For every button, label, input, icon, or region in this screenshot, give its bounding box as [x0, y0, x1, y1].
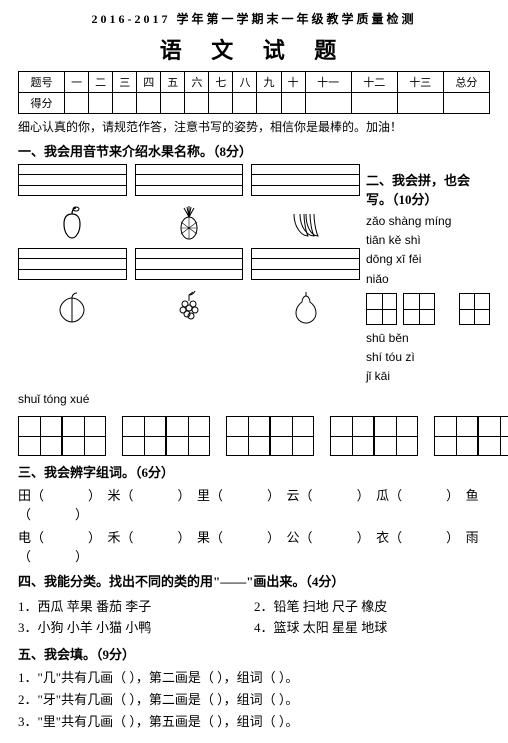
q4-item: 3．小狗 小羊 小猫 小鸭: [18, 617, 254, 636]
tianzi-box[interactable]: [18, 416, 62, 456]
apple-icon: [18, 200, 127, 244]
q2-pinyin-6: shí tóu zì: [366, 348, 490, 367]
q5-title: 五、我会填。（9分）: [18, 644, 490, 663]
score-cell[interactable]: [89, 93, 113, 114]
score-header: 二: [89, 72, 113, 93]
score-header: 九: [257, 72, 281, 93]
score-cell[interactable]: [113, 93, 137, 114]
score-header: 十三: [397, 72, 443, 93]
q5-line: 1．"几"共有几画（ ），第二画是（ ），组词（ ）。: [18, 667, 490, 686]
page-title: 语 文 试 题: [18, 33, 490, 65]
grape-icon: [135, 284, 244, 328]
score-header: 十二: [351, 72, 397, 93]
tianzi-box[interactable]: [330, 416, 374, 456]
score-header: 八: [233, 72, 257, 93]
hint-text: 细心认真的你，请规范作答，注意书写的姿势，相信你是最棒的。加油！: [18, 118, 490, 135]
q2-area: 二、我会拼，也会写。（10分） zǎo shàng míng tiān kě s…: [360, 164, 490, 386]
q2-title: 二、我会拼，也会写。（10分）: [366, 170, 490, 208]
syllable-box[interactable]: [135, 164, 244, 196]
syllable-box[interactable]: [251, 248, 360, 280]
q2-pinyin-1: zǎo shàng míng: [366, 212, 490, 231]
tianzi-box[interactable]: [62, 416, 106, 456]
tianzi-box[interactable]: [478, 416, 508, 456]
q4-item: 4．篮球 太阳 星星 地球: [254, 617, 490, 636]
tianzi-box[interactable]: [374, 416, 418, 456]
score-cell[interactable]: [65, 93, 89, 114]
score-cell[interactable]: [397, 93, 443, 114]
score-cell[interactable]: [257, 93, 281, 114]
tianzi-box[interactable]: [270, 416, 314, 456]
score-cell[interactable]: [351, 93, 397, 114]
q3-title: 三、我会辨字组词。（6分）: [18, 462, 490, 481]
score-header: 四: [137, 72, 161, 93]
score-cell[interactable]: [305, 93, 351, 114]
tianzi-box[interactable]: [403, 293, 434, 325]
syllable-box[interactable]: [251, 164, 360, 196]
score-header: 六: [185, 72, 209, 93]
q2-pinyin-3: dōng xī fēi: [366, 250, 490, 269]
score-header: 七: [209, 72, 233, 93]
q4-item: 2．铅笔 扫地 尺子 橡皮: [254, 596, 490, 615]
q2-pinyin-4: niǎo: [366, 270, 490, 289]
syllable-box[interactable]: [18, 248, 127, 280]
q2-pinyin-2: tiān kě shì: [366, 231, 490, 250]
tianzi-box[interactable]: [166, 416, 210, 456]
pineapple-icon: [135, 200, 244, 244]
q4-title: 四、我能分类。找出不同的类的用"——"画出来。（4分）: [18, 571, 490, 590]
syllable-box[interactable]: [135, 248, 244, 280]
banana-icon: [251, 200, 360, 244]
tianzi-box[interactable]: [122, 416, 166, 456]
tianzi-box[interactable]: [459, 293, 490, 325]
q4-item: 1．西瓜 苹果 番茄 李子: [18, 596, 254, 615]
peach-icon: [18, 284, 127, 328]
score-header: 题号: [19, 72, 65, 93]
score-header: 十一: [305, 72, 351, 93]
score-header: 三: [113, 72, 137, 93]
tianzi-box[interactable]: [434, 416, 478, 456]
exam-header: 2016-2017 学年第一学期末一年级教学质量检测: [18, 10, 490, 27]
score-cell[interactable]: [209, 93, 233, 114]
q2-pinyin-7: jǐ kāi: [366, 367, 490, 386]
score-header: 一: [65, 72, 89, 93]
q1-area: [18, 164, 360, 386]
tianzi-box[interactable]: [226, 416, 270, 456]
q5-line: 3．"里"共有几画（ ），第五画是（ ），组词（ ）。: [18, 711, 490, 730]
score-label: 得分: [19, 93, 65, 114]
q5-line: 2．"牙"共有几画（ ），第二画是（ ），组词（ ）。: [18, 689, 490, 708]
score-cell[interactable]: [233, 93, 257, 114]
score-header: 十: [281, 72, 305, 93]
score-table: 题号一二三四五六七八九十十一十二十三总分 得分: [18, 71, 490, 114]
pear-icon: [251, 284, 360, 328]
q3-row: 电（ ） 禾（ ） 果（ ） 公（ ） 衣（ ） 雨（ ）: [18, 527, 490, 565]
score-cell[interactable]: [137, 93, 161, 114]
syllable-box[interactable]: [18, 164, 127, 196]
q3-row: 田（ ） 米（ ） 里（ ） 云（ ） 瓜（ ） 鱼（ ）: [18, 485, 490, 523]
score-cell[interactable]: [443, 93, 489, 114]
q1-title: 一、我会用音节来介绍水果名称。（8分）: [18, 141, 490, 160]
q2-pinyin-5: shū běn: [366, 329, 490, 348]
score-cell[interactable]: [281, 93, 305, 114]
tianzi-row: [18, 416, 490, 456]
score-cell[interactable]: [185, 93, 209, 114]
tianzi-box[interactable]: [366, 293, 397, 325]
score-header: 五: [161, 72, 185, 93]
q2-bottom-pinyin: shuǐ tóng xué: [18, 390, 490, 409]
score-cell[interactable]: [161, 93, 185, 114]
score-header: 总分: [443, 72, 489, 93]
